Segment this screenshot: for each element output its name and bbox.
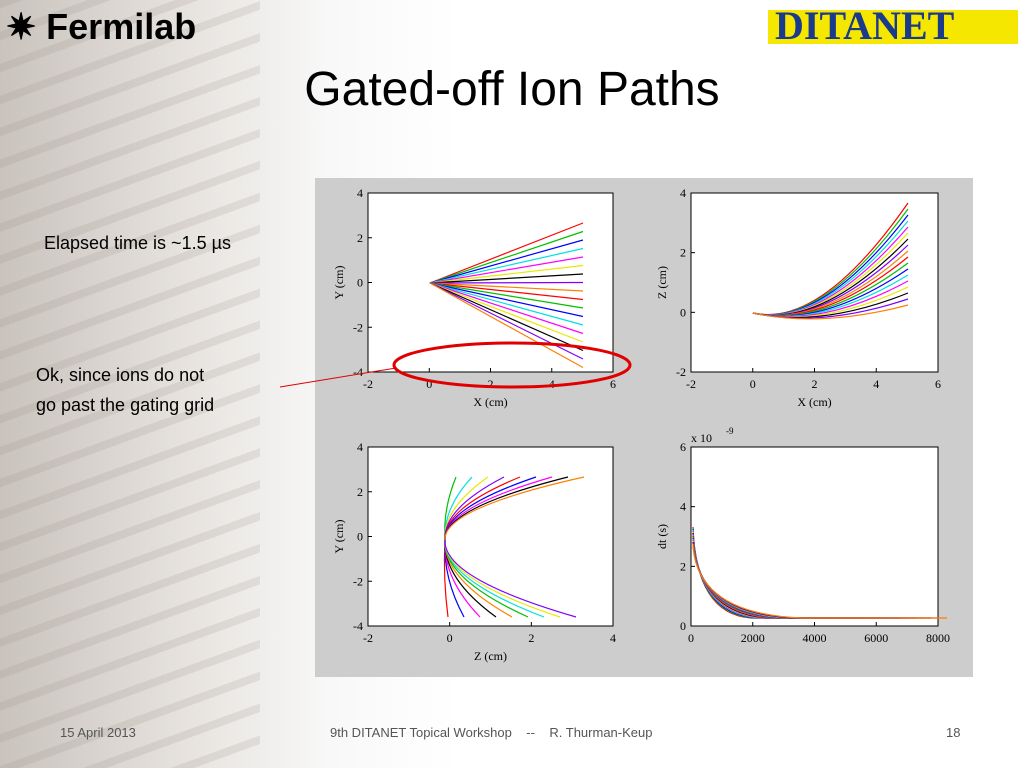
note: Ok, since ions do not	[36, 365, 205, 385]
slide-title: Gated-off Ion Paths	[304, 63, 720, 116]
highlight-ellipse	[392, 341, 632, 389]
x-tick-label: 4	[873, 377, 879, 391]
trajectory	[429, 282, 584, 318]
trajectory	[429, 282, 584, 309]
trajectory	[429, 281, 584, 284]
y-tick-label: -2	[353, 320, 363, 334]
trajectory	[429, 282, 584, 343]
x-tick-label: 4	[549, 377, 555, 391]
y-tick-label: -4	[353, 365, 363, 379]
x-tick-label: -2	[686, 377, 696, 391]
trajectory	[429, 264, 584, 284]
x-tick-label: 6	[935, 377, 941, 391]
y-tick-label: -2	[676, 365, 686, 379]
x-tick-label: 6	[610, 377, 616, 391]
x-tick-label: 6000	[864, 631, 888, 645]
y-tick-label: 0	[680, 305, 686, 319]
y-axis-label: Y (cm)	[332, 266, 346, 300]
footer-event: 9th DITANET Topical Workshop -- R. Thurm…	[330, 725, 653, 740]
y-tick-label: -4	[353, 619, 363, 633]
trajectory	[429, 273, 584, 284]
trajectory	[429, 282, 584, 352]
background-photo	[0, 0, 260, 768]
y-tick-label: -2	[353, 574, 363, 588]
exponent-base: x 10	[691, 431, 712, 445]
y-tick-label: 4	[357, 440, 363, 454]
trajectory	[429, 282, 584, 301]
trajectory	[429, 282, 584, 326]
trajectory	[429, 282, 584, 335]
x-tick-label: 4000	[803, 631, 827, 645]
plot-area	[367, 446, 614, 627]
plot-area	[690, 446, 939, 627]
y-tick-label: 0	[680, 619, 686, 633]
y-tick-label: 2	[357, 485, 363, 499]
ditanet-band	[768, 10, 1018, 44]
x-tick-label: 2	[488, 377, 494, 391]
y-tick-label: 0	[357, 276, 363, 290]
trajectory	[752, 304, 909, 320]
y-axis-label: Z (cm)	[655, 266, 669, 299]
y-tick-label: 2	[357, 231, 363, 245]
y-tick-label: 6	[680, 440, 686, 454]
y-tick-label: 2	[680, 559, 686, 573]
trajectory	[692, 543, 947, 619]
ditanet-logo: DITANET	[775, 3, 955, 48]
y-axis-label: Y (cm)	[332, 520, 346, 554]
x-tick-label: 2000	[741, 631, 765, 645]
exponent: -9	[726, 426, 734, 436]
trajectory	[429, 247, 584, 284]
note: Elapsed time is ~1.5 µs	[44, 233, 231, 253]
trajectory	[429, 256, 584, 284]
trajectory	[429, 282, 584, 360]
x-tick-label: -2	[363, 377, 373, 391]
y-tick-label: 4	[680, 186, 686, 200]
x-axis-label: X (cm)	[797, 395, 831, 409]
plot-area	[690, 192, 939, 373]
x-tick-label: 0	[447, 631, 453, 645]
y-tick-label: 4	[357, 186, 363, 200]
trajectory	[429, 282, 584, 369]
footer-date: 15 April 2013	[60, 725, 136, 740]
x-tick-label: 0	[750, 377, 756, 391]
y-tick-label: 2	[680, 246, 686, 260]
x-axis-label: Z (cm)	[474, 649, 507, 663]
logo-text: Fermilab	[46, 6, 197, 47]
trajectory	[429, 230, 584, 284]
note: go past the gating grid	[36, 395, 215, 415]
pointer-line	[279, 367, 397, 388]
y-axis-label: dt (s)	[655, 524, 669, 549]
trajectory	[429, 222, 584, 284]
footer-page: 18	[946, 725, 961, 740]
fermilab-logo: ✷ Fermilab	[6, 6, 197, 47]
x-tick-label: 2	[528, 631, 534, 645]
trajectory	[444, 476, 585, 541]
x-tick-label: -2	[363, 631, 373, 645]
x-tick-label: 0	[688, 631, 694, 645]
x-axis-label: X (cm)	[473, 395, 507, 409]
y-tick-label: 4	[680, 500, 686, 514]
trajectory	[429, 282, 584, 292]
y-tick-label: 0	[357, 530, 363, 544]
trajectory	[429, 239, 584, 284]
trajectory	[444, 539, 577, 618]
x-tick-label: 0	[426, 377, 432, 391]
x-tick-label: 4	[610, 631, 616, 645]
x-tick-label: 8000	[926, 631, 950, 645]
x-tick-label: 2	[812, 377, 818, 391]
